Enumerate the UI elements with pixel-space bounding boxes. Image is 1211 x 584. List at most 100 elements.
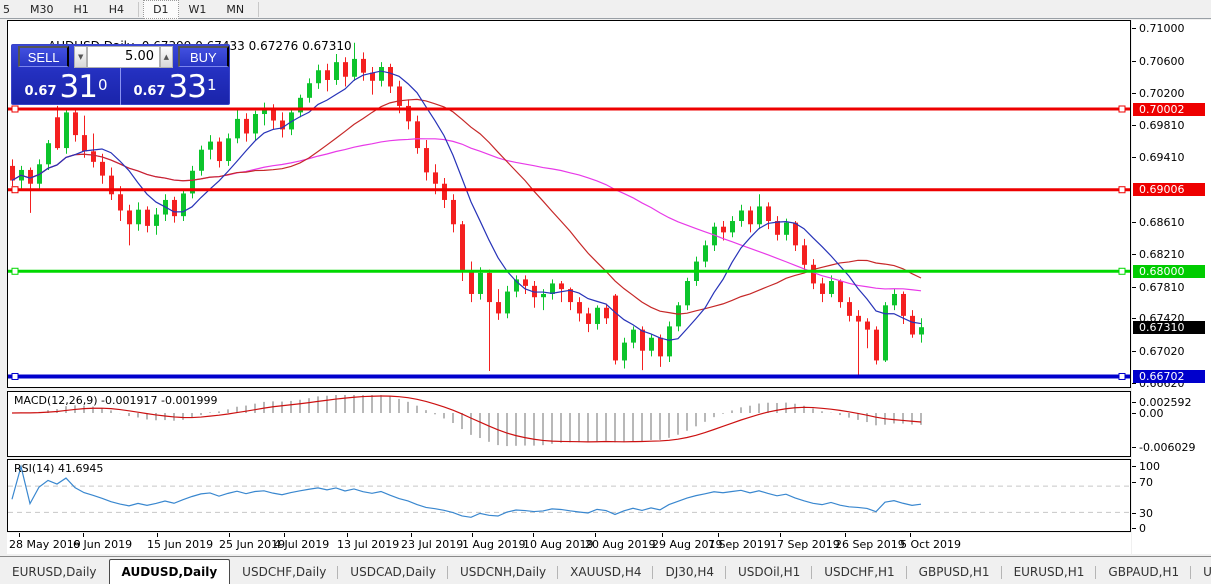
candle-body <box>703 245 708 262</box>
candle-body <box>802 245 807 265</box>
tick-value: 0.67020 <box>1139 344 1185 358</box>
timeframe-button-m30[interactable]: M30 <box>30 2 54 16</box>
hline-handle-0.68000[interactable] <box>11 267 19 275</box>
candle-body <box>766 206 771 222</box>
candle-body <box>442 183 447 200</box>
hline-handle-0.70002[interactable] <box>1118 105 1126 113</box>
hline-handle-0.66702[interactable] <box>1118 372 1126 380</box>
candle-body <box>253 114 258 134</box>
candle-body <box>820 283 825 294</box>
candle-body <box>757 206 762 225</box>
tick-dash <box>1132 482 1136 483</box>
candle-body <box>181 193 186 217</box>
date-tick <box>595 533 596 537</box>
tab-separator <box>446 566 448 579</box>
date-tick <box>411 533 412 537</box>
timeframe-button-d1[interactable]: D1 <box>143 0 179 19</box>
tick-value: 70 <box>1139 476 1153 489</box>
price-axis[interactable]: 0.71000 0.70600 0.70200 0.69810 0.69410 0.686… <box>1132 20 1211 554</box>
tab-dj30-h4[interactable]: DJ30,H4 <box>653 562 727 584</box>
date-axis[interactable]: 28 May 2019 6 Jun 2019 15 Jun 2019 25 Jun 2… <box>7 533 1131 554</box>
candle-body <box>883 305 888 361</box>
buy-price-base: 0.67 <box>133 84 166 99</box>
tab-usdcad-daily[interactable]: USDCAD,Daily <box>338 562 448 584</box>
candle-body <box>874 329 879 361</box>
candle-body <box>910 315 915 335</box>
candle-body <box>298 97 303 113</box>
tab-eurusd-h1[interactable]: EURUSD,H1 <box>1002 562 1097 584</box>
date-tick <box>347 533 348 537</box>
candle-body <box>325 70 330 80</box>
timeframe-button-w1[interactable]: W1 <box>188 2 207 16</box>
date-tick <box>533 533 534 537</box>
tick-dash <box>1132 156 1136 158</box>
price-axis-tick: 0.70200 <box>1132 87 1211 100</box>
hline-handle-0.69006[interactable] <box>1118 186 1126 194</box>
sell-button[interactable]: SELL <box>18 46 70 67</box>
candle-body <box>523 279 528 286</box>
rsi-canvas[interactable] <box>8 460 1130 531</box>
timeframe-button-5[interactable]: 5 <box>3 2 10 16</box>
tab-audusd-daily[interactable]: AUDUSD,Daily <box>108 559 231 584</box>
buy-button[interactable]: BUY <box>177 46 229 67</box>
candle-body <box>199 149 204 171</box>
volume-increase-icon[interactable]: ▲ <box>160 45 173 68</box>
candle-body <box>847 302 852 316</box>
buy-price-display[interactable]: 0.67 33 1 <box>121 68 229 105</box>
tab-separator <box>1190 566 1192 579</box>
tab-usdchf-daily[interactable]: USDCHF,Daily <box>230 562 339 584</box>
candle-body <box>388 67 393 87</box>
volume-decrease-icon[interactable]: ▼ <box>74 45 87 68</box>
candle-body <box>451 199 456 225</box>
main-chart-canvas[interactable] <box>8 21 1130 387</box>
candle-body <box>865 321 870 330</box>
macd-canvas[interactable] <box>8 392 1130 456</box>
tab-xauusd-h4[interactable]: XAUUSD,H4 <box>558 562 654 584</box>
candle-body <box>640 329 645 351</box>
tab-gbpusd-h1[interactable]: GBPUSD,H1 <box>907 562 1002 584</box>
candle-body <box>154 214 159 226</box>
toolbar-separator <box>138 1 140 17</box>
tick-value: 0.69810 <box>1139 118 1185 132</box>
candle-body <box>604 307 609 319</box>
tick-value: 0.00 <box>1139 407 1164 420</box>
tab-usdjp[interactable]: USDJP <box>1203 565 1211 579</box>
sell-price-display[interactable]: 0.67 31 0 <box>12 68 121 105</box>
tab-usdchf-h1[interactable]: USDCHF,H1 <box>812 562 907 584</box>
candle-body <box>280 120 285 130</box>
date-label: 1 Aug 2019 <box>462 538 526 551</box>
tab-separator <box>652 566 654 579</box>
candle-body <box>343 62 348 77</box>
indicator-axis-tick: 70 <box>1132 476 1211 489</box>
volume-input[interactable] <box>87 45 160 68</box>
tab-usdoil-h1[interactable]: USDOil,H1 <box>726 562 813 584</box>
hline-handle-0.66702[interactable] <box>11 372 19 380</box>
tick-value: 0.69410 <box>1139 150 1185 164</box>
macd-label: MACD(12,26,9) -0.001917 -0.001999 <box>14 394 218 407</box>
sell-price-big: 31 <box>59 69 98 105</box>
tick-dash <box>1132 350 1136 352</box>
hline-handle-0.70002[interactable] <box>11 105 19 113</box>
timeframe-button-mn[interactable]: MN <box>226 2 245 16</box>
price-axis-tick: 0.69810 <box>1132 118 1211 132</box>
tick-dash <box>1132 60 1136 62</box>
tab-eurusd-daily[interactable]: EURUSD,Daily <box>12 565 97 579</box>
indicator-axis-tick: 0.002592 <box>1132 396 1211 409</box>
timeframe-button-h4[interactable]: H4 <box>108 2 125 16</box>
tick-value: 0.68210 <box>1139 248 1185 262</box>
timeframe-button-h1[interactable]: H1 <box>73 2 89 16</box>
price-axis-tick: 0.68210 <box>1132 248 1211 262</box>
hline-handle-0.68000[interactable] <box>1118 267 1126 275</box>
tab-usdcnh-daily[interactable]: USDCNH,Daily <box>448 562 559 584</box>
candle-body <box>82 135 87 152</box>
hline-handle-0.69006[interactable] <box>11 186 19 194</box>
candle-body <box>811 264 816 284</box>
date-label: 25 Jun 2019 <box>219 538 286 551</box>
candle-body <box>217 141 222 162</box>
candle-body <box>622 342 627 361</box>
candle-body <box>595 307 600 324</box>
candle-body <box>10 165 15 181</box>
candle-body <box>46 143 51 165</box>
macd-pane: MACD(12,26,9) -0.001917 -0.001999 <box>7 391 1131 457</box>
tab-gbpaud-h1[interactable]: GBPAUD,H1 <box>1096 562 1192 584</box>
